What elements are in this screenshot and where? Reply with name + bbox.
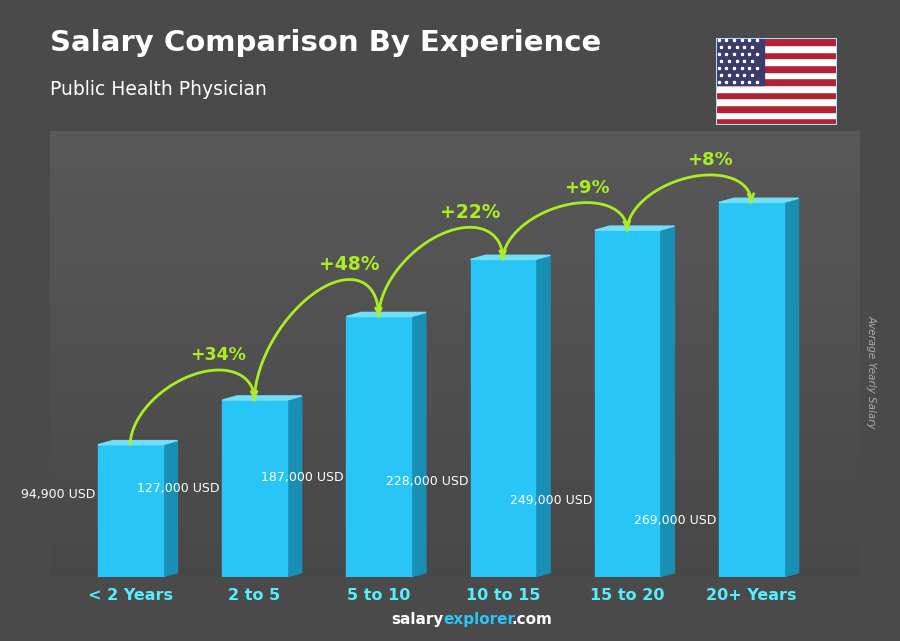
Text: +48%: +48% bbox=[320, 255, 380, 274]
Bar bbox=[346, 317, 411, 577]
Polygon shape bbox=[660, 226, 674, 577]
Polygon shape bbox=[163, 440, 177, 577]
Text: explorer: explorer bbox=[444, 612, 516, 627]
Text: salary: salary bbox=[392, 612, 444, 627]
Text: +34%: +34% bbox=[190, 347, 246, 365]
Bar bbox=[471, 260, 536, 577]
Bar bbox=[716, 38, 837, 45]
Bar bbox=[716, 65, 837, 72]
Polygon shape bbox=[222, 396, 302, 400]
Bar bbox=[719, 203, 784, 577]
Bar bbox=[716, 112, 837, 119]
Text: +22%: +22% bbox=[440, 203, 500, 222]
Polygon shape bbox=[536, 255, 550, 577]
Bar bbox=[716, 98, 837, 105]
Bar bbox=[716, 119, 837, 125]
Bar bbox=[716, 72, 837, 78]
Text: Public Health Physician: Public Health Physician bbox=[50, 80, 266, 99]
Polygon shape bbox=[411, 312, 426, 577]
Text: +9%: +9% bbox=[564, 179, 610, 197]
Polygon shape bbox=[346, 312, 426, 317]
Text: +8%: +8% bbox=[687, 151, 733, 169]
Bar bbox=[716, 58, 837, 65]
Text: .com: .com bbox=[511, 612, 552, 627]
Text: 94,900 USD: 94,900 USD bbox=[21, 488, 95, 501]
Text: 269,000 USD: 269,000 USD bbox=[634, 514, 716, 528]
Polygon shape bbox=[287, 396, 302, 577]
Polygon shape bbox=[471, 255, 550, 260]
Text: Salary Comparison By Experience: Salary Comparison By Experience bbox=[50, 29, 601, 57]
Bar bbox=[595, 230, 660, 577]
Text: 127,000 USD: 127,000 USD bbox=[137, 482, 220, 495]
Bar bbox=[716, 92, 837, 98]
Polygon shape bbox=[719, 198, 798, 203]
Polygon shape bbox=[784, 198, 798, 577]
Bar bbox=[716, 52, 837, 58]
Text: Average Yearly Salary: Average Yearly Salary bbox=[866, 315, 877, 429]
Bar bbox=[716, 45, 837, 52]
Bar bbox=[716, 78, 837, 85]
Bar bbox=[716, 105, 837, 112]
Bar bbox=[222, 400, 287, 577]
Bar bbox=[98, 445, 163, 577]
Polygon shape bbox=[98, 440, 177, 445]
Text: 187,000 USD: 187,000 USD bbox=[261, 472, 344, 485]
Text: 249,000 USD: 249,000 USD bbox=[510, 494, 592, 507]
Bar bbox=[716, 38, 764, 85]
Bar bbox=[716, 85, 837, 92]
Polygon shape bbox=[595, 226, 674, 230]
Text: 228,000 USD: 228,000 USD bbox=[386, 475, 468, 488]
